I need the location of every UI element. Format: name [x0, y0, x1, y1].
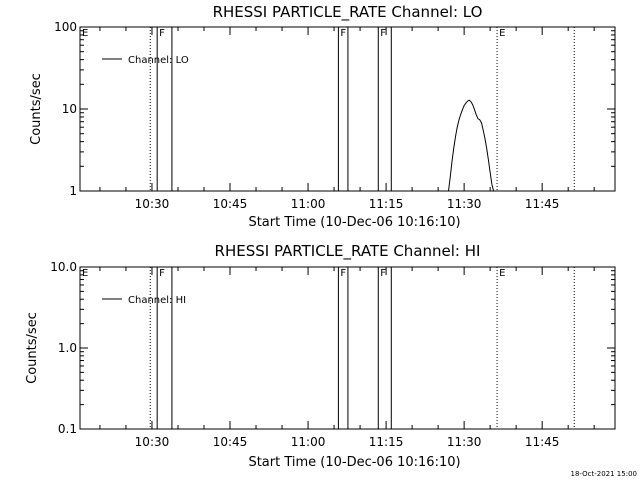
marker-label-e: E	[82, 268, 88, 279]
lo-channel-plot: RHESSI PARTICLE_RATE Channel: LO 10:30 10:…	[29, 3, 616, 230]
x-tick-label: 10:45	[213, 435, 248, 449]
x-tick-label: 11:45	[525, 197, 560, 211]
x-axis-label: Start Time (10-Dec-06 10:16:10)	[248, 215, 460, 230]
x-tick-label: 11:00	[291, 197, 326, 211]
marker-label-f: F	[159, 268, 165, 279]
y-tick-label: 10.0	[50, 260, 77, 274]
legend-label: Channel: LO	[128, 55, 189, 66]
x-tick-label: 10:30	[135, 197, 170, 211]
marker-label-e: E	[499, 28, 505, 39]
series-line	[448, 99, 496, 192]
marker-label-e: E	[82, 28, 88, 39]
x-tick-label: 11:15	[369, 435, 404, 449]
y-tick-label: 100	[54, 20, 77, 34]
legend-label: Channel: HI	[128, 295, 186, 306]
x-tick-label: 11:30	[447, 435, 482, 449]
x-tick-label: 10:30	[135, 435, 170, 449]
chart-title: RHESSI PARTICLE_RATE Channel: LO	[213, 3, 483, 22]
marker-label-f: F	[159, 28, 165, 39]
y-tick-label: 1	[69, 184, 77, 198]
marker-label-f: F	[380, 268, 386, 279]
marker-label-f: F	[340, 268, 346, 279]
y-tick-label: 0.1	[58, 422, 77, 436]
x-tick-label: 10:45	[213, 197, 248, 211]
y-axis-label: Counts/sec	[25, 312, 40, 384]
x-tick-label: 11:45	[525, 435, 560, 449]
y-tick-label: 1.0	[58, 341, 77, 355]
hi-channel-plot: RHESSI PARTICLE_RATE Channel: HI 10:30 10:…	[25, 242, 616, 470]
marker-label-e: E	[499, 268, 505, 279]
x-axis-label: Start Time (10-Dec-06 10:16:10)	[248, 455, 460, 470]
x-tick-label: 11:00	[291, 435, 326, 449]
x-tick-label: 11:15	[369, 197, 404, 211]
marker-label-f: F	[380, 28, 386, 39]
chart-title: RHESSI PARTICLE_RATE Channel: HI	[215, 242, 481, 261]
x-tick-label: 11:30	[447, 197, 482, 211]
y-axis-label: Counts/sec	[29, 73, 44, 145]
marker-label-f: F	[340, 28, 346, 39]
y-tick-label: 10	[62, 102, 77, 116]
footer-timestamp: 18-Oct-2021 15:00	[571, 470, 637, 478]
